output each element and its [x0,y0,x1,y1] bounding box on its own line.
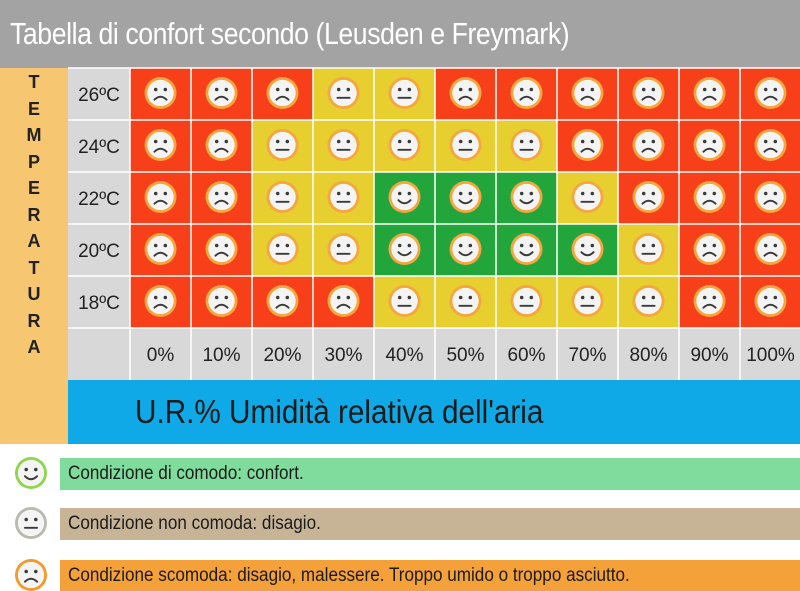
x-tick-label: 30% [324,345,362,366]
face-disagio-icon [388,77,421,109]
legend-item-malessere: Condizione scomoda: disagio, malessere. … [60,560,800,591]
face-malessere-icon [754,233,787,265]
face-malessere-icon [693,77,726,109]
face-malessere-icon [327,285,360,317]
face-malessere-icon [754,77,787,109]
face-confort-icon [510,181,543,213]
y-axis-label-letter: R [27,310,41,331]
y-axis-label-letter: T [28,72,40,92]
y-axis-label-letter: E [27,98,40,119]
y-tick-label: 24ºC [78,137,120,158]
face-disagio-icon [266,181,299,213]
humidity-axis-band [68,380,800,444]
face-confort-icon [449,181,482,213]
face-confort-icon [388,233,421,265]
face-malessere-icon [693,181,726,213]
face-confort-icon [571,233,604,265]
face-malessere-icon [205,77,238,109]
face-disagio-icon [449,129,482,161]
face-malessere-icon [693,129,726,161]
x-tick-row [68,328,800,380]
face-malessere-icon [144,285,177,317]
face-malessere-icon [205,233,238,265]
face-disagio-icon [571,285,604,317]
legend-neutral-icon [15,507,47,539]
x-tick-label: 0% [147,345,175,366]
face-malessere-icon [266,77,299,109]
x-tick-label: 20% [263,345,301,366]
y-axis-label-letter: U [27,284,41,304]
y-axis-label-letter: M [26,125,42,145]
face-malessere-icon [144,233,177,265]
y-tick-label: 26ºC [78,85,120,106]
face-malessere-icon [571,77,604,109]
y-tick-label: 22ºC [78,189,120,210]
legend-smile-icon [15,457,47,489]
legend-text-malessere: Condizione scomoda: disagio, malessere. … [68,565,630,586]
x-tick-label: 70% [568,345,606,366]
face-malessere-icon [205,285,238,317]
chart-title: Tabella di confort secondo (Leusden e Fr… [0,0,800,68]
face-malessere-icon [510,77,543,109]
face-disagio-icon [632,285,665,317]
legend-item-confort: Condizione di comodo: confort. [60,458,800,490]
y-axis-label-letter: A [27,231,41,251]
face-disagio-icon [388,129,421,161]
y-axis-label-letter: R [27,204,41,225]
legend-frown-icon [15,559,47,591]
legend-item-disagio: Condizione non comoda: disagio. [60,508,800,540]
face-malessere-icon [632,129,665,161]
y-tick-label: 18ºC [78,293,120,314]
x-tick-label: 50% [446,345,484,366]
face-malessere-icon [754,129,787,161]
face-malessere-icon [693,285,726,317]
x-tick-label: 100% [746,345,795,366]
face-disagio-icon [632,233,665,265]
face-disagio-icon [327,181,360,213]
y-axis-label-letter: P [27,151,40,172]
face-disagio-icon [327,129,360,161]
face-malessere-icon [754,285,787,317]
face-disagio-icon [510,129,543,161]
legend-text-confort: Condizione di comodo: confort. [68,463,304,484]
face-malessere-icon [144,181,177,213]
face-malessere-icon [754,181,787,213]
face-malessere-icon [266,285,299,317]
x-tick-label: 90% [690,345,728,366]
face-malessere-icon [205,181,238,213]
face-malessere-icon [144,77,177,109]
x-tick-label: 10% [202,345,240,366]
legend-text-disagio: Condizione non comoda: disagio. [68,513,321,534]
face-disagio-icon [327,233,360,265]
y-tick-label: 20ºC [78,241,120,262]
face-malessere-icon [205,129,238,161]
face-disagio-icon [510,285,543,317]
face-disagio-icon [266,129,299,161]
face-confort-icon [388,181,421,213]
face-malessere-icon [693,233,726,265]
x-axis-label: U.R.% Umidità relativa dell'aria [135,393,544,430]
face-malessere-icon [571,129,604,161]
y-axis-label-letter: E [27,178,40,198]
face-malessere-icon [144,129,177,161]
x-tick-label: 60% [507,345,545,366]
face-confort-icon [510,233,543,265]
face-disagio-icon [571,181,604,213]
y-axis-label-letter: T [28,257,40,278]
chart-title-text: Tabella di confort secondo (Leusden e Fr… [10,16,570,51]
face-disagio-icon [449,285,482,317]
y-axis-label-letter: A [27,337,41,357]
face-confort-icon [449,233,482,265]
face-disagio-icon [327,77,360,109]
x-tick-label: 40% [385,345,423,366]
x-tick-label: 80% [629,345,667,366]
face-disagio-icon [266,233,299,265]
face-malessere-icon [632,181,665,213]
face-malessere-icon [449,77,482,109]
face-disagio-icon [388,285,421,317]
face-malessere-icon [632,77,665,109]
